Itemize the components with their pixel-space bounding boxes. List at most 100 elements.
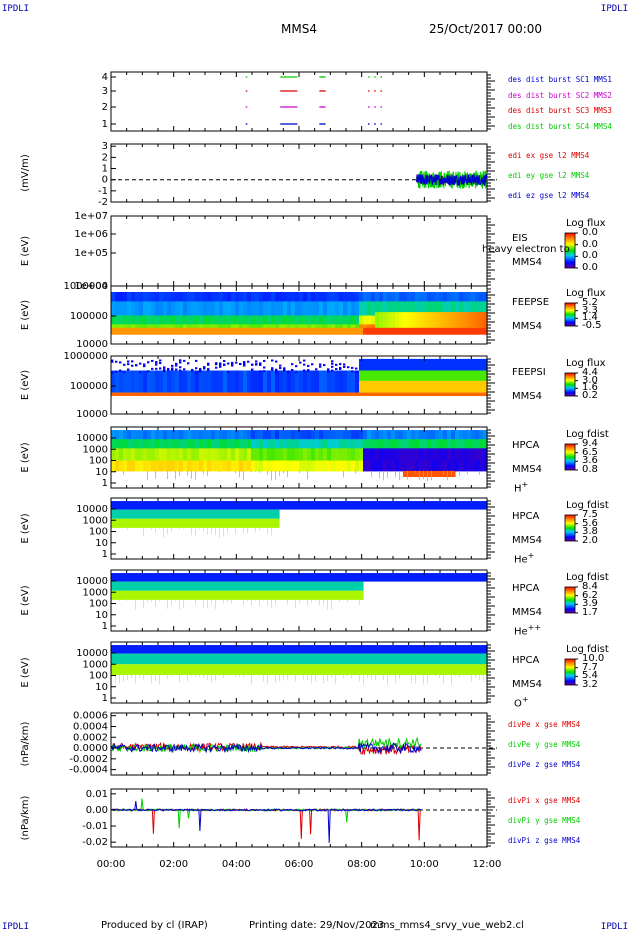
heatmap-cell: [131, 439, 136, 449]
heatmap-cell: [131, 430, 136, 440]
heatmap-cell: [155, 361, 158, 364]
heatmap-cell: [279, 645, 284, 654]
heatmap-cell: [435, 370, 440, 381]
heatmap-cell: [339, 430, 344, 440]
heatmap-cell: [343, 365, 346, 368]
heatmap-cell: [299, 664, 304, 675]
hpca_hepp-colorbar-value: 3.9: [582, 598, 598, 610]
heatmap-cell: [271, 501, 276, 510]
heatmap-cell: [391, 448, 396, 462]
heatmap-cell: [207, 518, 212, 528]
heatmap-cell: [247, 581, 252, 591]
heatmap-cell: [471, 573, 476, 582]
heatmap-cell: [235, 573, 240, 582]
heatmap-cell: [259, 470, 260, 473]
heatmap-cell: [195, 645, 200, 654]
heatmap-cell: [259, 581, 264, 591]
heatmap-cell: [243, 301, 248, 316]
heatmap-cell: [111, 360, 114, 363]
heatmap-cell: [115, 674, 116, 684]
heatmap-cell: [343, 430, 348, 440]
divpi-y-axis-label: (nPa/km): [20, 796, 31, 841]
heatmap-cell: [207, 292, 212, 302]
heatmap-cell: [255, 470, 256, 472]
heatmap-cell: [367, 439, 372, 449]
heatmap-cell: [199, 324, 204, 331]
heatmap-cell: [315, 324, 320, 331]
heatmap-cell: [115, 301, 120, 316]
heatmap-cell: [383, 573, 388, 582]
heatmap-cell: [411, 674, 412, 684]
heatmap-cell: [379, 573, 384, 582]
heatmap-cell: [195, 501, 200, 510]
heatmap-cell: [203, 573, 208, 582]
heatmap-cell: [203, 470, 204, 475]
heatmap-cell: [227, 370, 232, 393]
heatmap-cell: [295, 599, 296, 609]
heatmap-cell: [419, 470, 420, 481]
heatmap-cell: [359, 448, 364, 462]
heatmap-cell: [315, 581, 320, 591]
heatmap-cell: [279, 501, 284, 510]
heatmap-cell: [395, 470, 396, 478]
heatmap-cell: [279, 301, 284, 316]
heatmap-cell: [163, 501, 168, 510]
heatmap-cell: [323, 370, 328, 393]
feepse-ytick-label: 100000: [70, 311, 108, 322]
heatmap-cell: [415, 460, 420, 472]
heatmap-cell: [175, 362, 178, 365]
hpca_o-ion-charge: +: [521, 694, 529, 704]
eis-overlay-label: heavy electron to: [482, 244, 570, 255]
heatmap-cell: [339, 324, 344, 331]
hpca_o-ytick-label: 1: [102, 693, 108, 704]
heatmap-cell: [311, 292, 316, 302]
hpca_h-ion-label: H+: [514, 480, 528, 494]
heatmap-cell: [331, 292, 336, 302]
heatmap-cell: [247, 653, 252, 665]
heatmap-cell: [203, 460, 208, 472]
heatmap-cell: [215, 366, 218, 369]
heatmap-cell: [223, 653, 228, 665]
heatmap-cell: [363, 439, 368, 449]
heatmap-cell: [391, 573, 396, 582]
heatmap-cell: [231, 664, 236, 675]
heatmap-cell: [299, 590, 304, 600]
heatmap-cell: [191, 324, 196, 331]
heatmap-cell: [127, 518, 132, 528]
heatmap-cell: [171, 301, 176, 316]
heatmap-cell: [183, 370, 188, 393]
heatmap-cell: [299, 392, 304, 397]
heatmap-cell: [379, 501, 384, 510]
heatmap-cell: [111, 439, 116, 449]
heatmap-cell: [315, 439, 320, 449]
heatmap-cell: [207, 664, 212, 675]
heatmap-cell: [267, 501, 272, 510]
heatmap-cell: [179, 664, 184, 675]
heatmap-cell: [475, 448, 480, 462]
heatmap-cell: [179, 527, 180, 530]
heatmap-cell: [339, 301, 344, 316]
heatmap-cell: [291, 392, 296, 397]
heatmap-cell: [115, 590, 120, 600]
heatmap-cell: [383, 430, 388, 440]
hpca_o-ion-label: O+: [514, 695, 529, 709]
heatmap-cell: [135, 518, 140, 528]
heatmap-cell: [111, 430, 116, 440]
heatmap-cell: [275, 370, 280, 393]
heatmap-cell: [135, 590, 140, 600]
heatmap-cell: [347, 315, 352, 325]
heatmap-cell: [351, 674, 352, 679]
heatmap-cell: [175, 509, 180, 519]
heatmap-cell: [331, 430, 336, 440]
hpca_he-y-axis-label: E (eV): [20, 513, 31, 543]
heatmap-cell: [187, 664, 192, 675]
heatmap-cell: [215, 370, 220, 393]
heatmap-cell: [383, 392, 388, 397]
heatmap-cell: [267, 518, 272, 528]
heatmap-cell: [179, 324, 184, 331]
heatmap-cell: [315, 301, 320, 316]
heatmap-cell: [407, 292, 412, 302]
heatmap-cell: [303, 301, 308, 316]
heatmap-cell: [199, 439, 204, 449]
heatmap-cell: [311, 460, 316, 472]
